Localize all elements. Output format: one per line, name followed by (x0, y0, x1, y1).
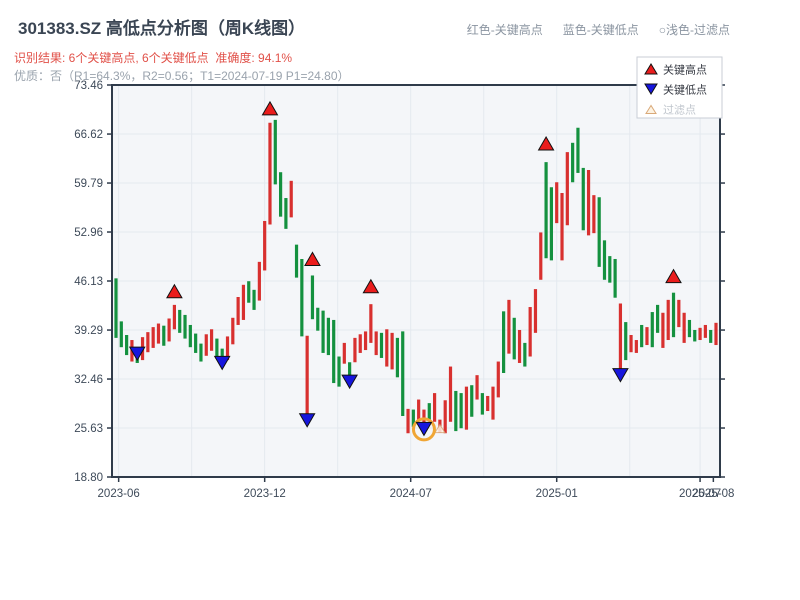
key-high-markers (166, 100, 682, 299)
legend-label: 关键高点 (663, 63, 707, 77)
key-point-highlight-ring (411, 417, 436, 442)
x-tick-label: 2024-07 (390, 488, 432, 500)
key-high-triangle-icon (304, 251, 321, 266)
legend-label: 过滤点 (663, 104, 696, 117)
legend-key-low-icon (644, 83, 658, 95)
note-key-low: 蓝色-关键低点 (562, 23, 639, 37)
key-low-triangle-icon (341, 374, 358, 390)
key-low-markers (128, 346, 629, 437)
y-tick-label: 32.46 (74, 374, 103, 386)
y-tick-label: 66.62 (74, 129, 103, 141)
key-high-triangle-icon (665, 268, 682, 284)
color-legend-note: 红色-关键高点 蓝色-关键低点 ○浅色-过滤点 (467, 21, 730, 38)
key-low-triangle-icon (415, 421, 433, 437)
filtered-point-markers (433, 423, 446, 434)
candlestick-bars (114, 119, 718, 434)
legend-filtered-icon (645, 104, 657, 114)
y-tick-label: 52.96 (74, 227, 103, 239)
key-high-triangle-icon (537, 135, 555, 151)
y-tick-label: 18.80 (74, 472, 103, 484)
filtered-point-icon (433, 423, 446, 434)
y-axis: 73.46 66.62 59.79 52.96 46.13 39.29 32.46 25.63… (74, 80, 725, 484)
x-tick-label: 2023-12 (244, 488, 286, 500)
key-high-triangle-icon (362, 278, 380, 294)
page-title: 301383.SZ 高低点分析图（周K线图） (18, 19, 306, 38)
y-tick-label: 73.46 (74, 80, 103, 92)
x-tick-label: 2025-08 (692, 488, 734, 500)
key-high-triangle-icon (261, 100, 279, 116)
key-low-triangle-icon (128, 346, 146, 362)
recognition-result-line: 识别结果: 6个关键高点, 6个关键低点 准确度: 94.1% (14, 51, 293, 65)
legend-label: 关键低点 (663, 83, 707, 97)
x-axis: 2023-06 2023-12 2024-07 2025-01 2025-072025-… (98, 477, 734, 500)
y-tick-label: 25.63 (74, 423, 103, 435)
key-low-triangle-icon (612, 368, 629, 383)
x-tick-label: 2025-01 (536, 488, 578, 500)
y-tick-label: 59.79 (74, 178, 103, 190)
y-tick-label: 46.13 (74, 276, 103, 288)
key-low-triangle-icon (298, 413, 316, 428)
y-tick-label: 39.29 (74, 325, 103, 337)
note-filtered: ○浅色-过滤点 (658, 23, 730, 37)
key-high-triangle-icon (166, 283, 183, 299)
quality-line: 优质：否（R1=64.3%，R2=0.56；T1=2024-07-19 P1=2… (14, 69, 350, 83)
x-tick-label: 2023-06 (98, 488, 140, 500)
x-tick-label: 2025-07 (679, 488, 721, 500)
note-key-high: 红色-关键高点 (466, 23, 543, 37)
legend-key-high-icon (644, 63, 658, 75)
key-low-triangle-icon (213, 355, 231, 371)
